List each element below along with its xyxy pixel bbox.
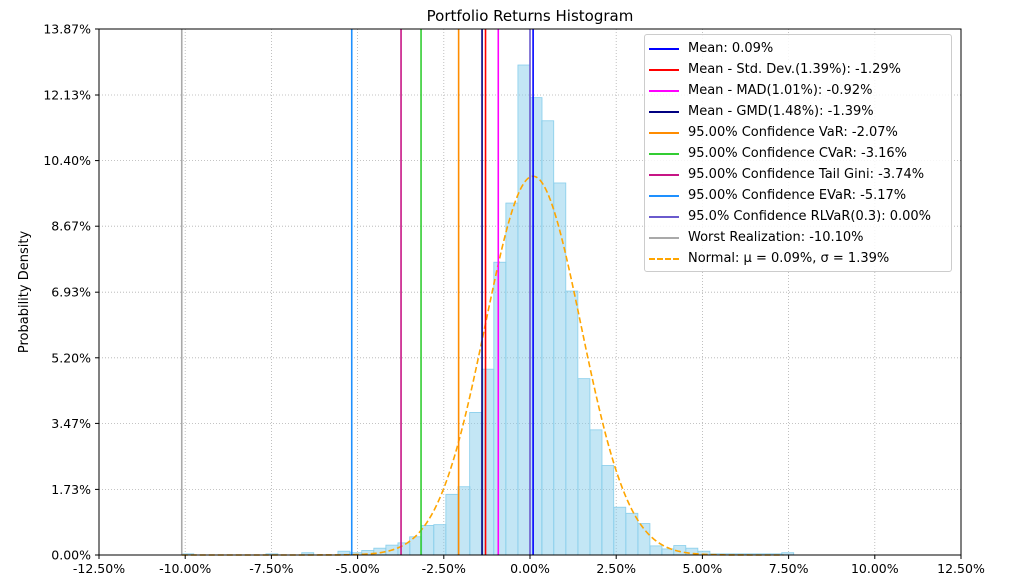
x-tick-label: 12.50% bbox=[937, 561, 985, 576]
legend-label: 95.0% Confidence RLVaR(0.3): 0.00% bbox=[688, 209, 932, 224]
legend-label: Normal: μ = 0.09%, σ = 1.39% bbox=[688, 251, 890, 266]
legend-label: 95.00% Confidence CVaR: -3.16% bbox=[688, 146, 907, 161]
histogram-bar bbox=[613, 506, 627, 556]
y-tick-label: 6.93% bbox=[51, 285, 91, 300]
y-axis-ticks: 0.00% 1.73% 3.47% 5.20% 6.93% 8.67% 10.40% 12.1… bbox=[43, 22, 99, 563]
histogram-bar bbox=[601, 465, 615, 556]
histogram-bar bbox=[553, 182, 567, 556]
histogram-bar bbox=[469, 412, 483, 556]
histogram-bar bbox=[649, 545, 663, 556]
x-axis-ticks: -12.50% -10.00% -7.50% -5.00% -2.50% 0.00% 2.5… bbox=[73, 555, 985, 576]
legend-swatch bbox=[649, 90, 679, 92]
x-tick-label: -10.00% bbox=[159, 561, 211, 576]
legend-label: 95.00% Confidence VaR: -2.07% bbox=[688, 125, 898, 140]
chart-title: Portfolio Returns Histogram bbox=[427, 7, 634, 25]
histogram-bar bbox=[445, 493, 459, 556]
histogram-bar bbox=[433, 524, 447, 556]
y-tick-label: 8.67% bbox=[51, 219, 91, 234]
x-tick-label: 7.50% bbox=[769, 561, 809, 576]
x-tick-label: -12.50% bbox=[73, 561, 125, 576]
legend-entry: Mean: 0.09% bbox=[645, 39, 951, 59]
histogram-bar bbox=[625, 512, 639, 556]
chart-legend: Mean: 0.09% Mean - Std. Dev.(1.39%): -1.2… bbox=[644, 34, 952, 272]
legend-swatch bbox=[649, 174, 679, 176]
histogram-bar bbox=[517, 64, 531, 556]
legend-entry: 95.0% Confidence RLVaR(0.3): 0.00% bbox=[645, 207, 951, 227]
histogram-bar bbox=[637, 523, 651, 556]
legend-entry: Mean - Std. Dev.(1.39%): -1.29% bbox=[645, 60, 951, 80]
legend-swatch bbox=[649, 258, 679, 260]
legend-entry: 95.00% Confidence EVaR: -5.17% bbox=[645, 186, 951, 206]
x-tick-label: 0.00% bbox=[510, 561, 550, 576]
histogram-bar bbox=[505, 202, 519, 556]
legend-entry: 95.00% Confidence VaR: -2.07% bbox=[645, 123, 951, 143]
legend-label: Mean - Std. Dev.(1.39%): -1.29% bbox=[688, 62, 902, 77]
x-tick-label: -5.00% bbox=[335, 561, 379, 576]
x-tick-label: 10.00% bbox=[851, 561, 899, 576]
y-axis-label: Probability Density bbox=[17, 231, 32, 354]
histogram-bar bbox=[541, 120, 555, 556]
histogram-bar bbox=[481, 368, 495, 556]
legend-label: Mean: 0.09% bbox=[688, 41, 774, 56]
legend-swatch bbox=[649, 111, 679, 113]
legend-entry: Normal: μ = 0.09%, σ = 1.39% bbox=[645, 249, 951, 269]
x-tick-label: 2.50% bbox=[596, 561, 636, 576]
histogram-bar bbox=[493, 261, 507, 556]
legend-label: Worst Realization: -10.10% bbox=[688, 230, 864, 245]
legend-entry: 95.00% Confidence CVaR: -3.16% bbox=[645, 144, 951, 164]
legend-label: 95.00% Confidence EVaR: -5.17% bbox=[688, 188, 907, 203]
x-tick-label: 5.00% bbox=[683, 561, 723, 576]
legend-swatch bbox=[649, 132, 679, 134]
y-tick-label: 12.13% bbox=[43, 87, 91, 102]
x-tick-label: -7.50% bbox=[249, 561, 293, 576]
legend-entry: Mean - GMD(1.48%): -1.39% bbox=[645, 102, 951, 122]
y-tick-label: 3.47% bbox=[51, 416, 91, 431]
risk-lines bbox=[180, 29, 534, 555]
legend-entry: 95.00% Confidence Tail Gini: -3.74% bbox=[645, 165, 951, 185]
histogram-bar bbox=[577, 378, 591, 556]
y-tick-label: 1.73% bbox=[51, 482, 91, 497]
legend-swatch bbox=[649, 69, 679, 71]
legend-swatch bbox=[649, 216, 679, 218]
histogram-bar bbox=[397, 542, 411, 556]
legend-swatch bbox=[649, 48, 679, 50]
legend-label: Mean - GMD(1.48%): -1.39% bbox=[688, 104, 874, 119]
legend-entry: Worst Realization: -10.10% bbox=[645, 228, 951, 248]
y-tick-label: 0.00% bbox=[51, 548, 91, 563]
x-tick-label: -2.50% bbox=[422, 561, 466, 576]
histogram-bar bbox=[457, 486, 471, 556]
y-tick-label: 13.87% bbox=[43, 22, 91, 37]
legend-label: Mean - MAD(1.01%): -0.92% bbox=[688, 83, 873, 98]
legend-swatch bbox=[649, 153, 679, 155]
histogram-bar bbox=[409, 536, 423, 556]
histogram-bar bbox=[589, 429, 603, 556]
legend-label: 95.00% Confidence Tail Gini: -3.74% bbox=[688, 167, 925, 182]
y-tick-label: 10.40% bbox=[43, 153, 91, 168]
histogram-bar bbox=[529, 97, 543, 556]
legend-entry: Mean - MAD(1.01%): -0.92% bbox=[645, 81, 951, 101]
y-tick-label: 5.20% bbox=[51, 350, 91, 365]
histogram-bar bbox=[565, 290, 579, 556]
histogram-bar bbox=[421, 525, 435, 556]
legend-swatch bbox=[649, 195, 679, 197]
legend-swatch bbox=[649, 237, 679, 239]
